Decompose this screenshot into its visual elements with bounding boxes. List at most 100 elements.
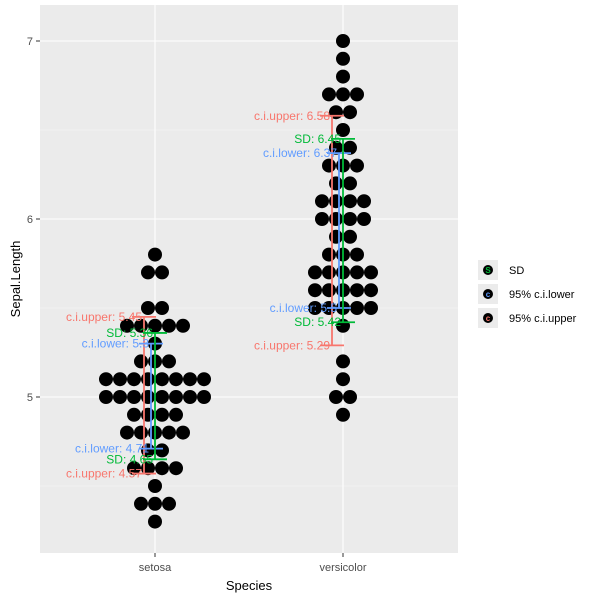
data-dot <box>343 105 357 120</box>
data-dot <box>315 212 329 226</box>
legend-label: SD <box>509 265 524 277</box>
data-dot <box>162 425 176 440</box>
data-dot <box>308 265 322 280</box>
sd-upper-label: SD: 6.45 <box>294 132 341 146</box>
data-dot <box>336 354 350 369</box>
x-axis-title: Species <box>226 578 273 593</box>
data-dot <box>308 301 322 315</box>
data-dot <box>350 283 364 298</box>
data-dot <box>148 479 162 493</box>
data-dot <box>322 247 336 262</box>
data-dot <box>134 496 148 511</box>
ci-upper-lower-label: c.i.upper: 5.29 <box>254 338 330 352</box>
data-dot <box>155 461 169 476</box>
legend-key-dot <box>483 265 493 275</box>
ci-lower-lower-label: c.i.lower: 5.5 <box>270 301 338 315</box>
data-dot <box>364 283 378 298</box>
error-bar-labels: c.i.upper: 4.57 c.i.upper: 5.45 c.i.lower:… <box>66 109 341 481</box>
data-dot <box>99 372 113 387</box>
y-tick-label: 7 <box>27 36 33 48</box>
ci-upper-upper-label: c.i.upper: 5.45 <box>66 310 142 324</box>
data-dot <box>120 425 134 440</box>
data-dot <box>322 283 336 298</box>
data-dot <box>350 247 364 262</box>
data-dot <box>127 407 141 422</box>
data-dot <box>155 372 169 387</box>
data-dot <box>148 247 162 262</box>
data-dot <box>183 390 197 404</box>
legend-label: 95% c.i.upper <box>509 313 577 325</box>
data-dot <box>148 318 162 333</box>
data-dot <box>155 390 169 404</box>
data-dot <box>364 265 378 280</box>
data-dot <box>113 372 127 387</box>
data-dot <box>364 301 378 315</box>
data-dot <box>155 301 169 315</box>
axes: 5 6 7 setosa versicolor <box>27 36 367 574</box>
data-dot <box>336 407 350 422</box>
data-dot <box>336 87 350 102</box>
data-dot <box>343 212 357 226</box>
data-dot <box>176 318 190 333</box>
sd-upper-label: SD: 5.36 <box>106 326 153 340</box>
data-dot <box>162 354 176 369</box>
ci-upper-lower-label: c.i.upper: 4.57 <box>66 467 142 481</box>
data-dot <box>336 69 350 84</box>
data-dot <box>162 496 176 511</box>
data-dot <box>120 318 134 333</box>
data-dot <box>343 229 357 244</box>
ci-lower-upper-label: c.i.lower: 5.3 <box>82 337 150 351</box>
data-dot <box>141 301 155 315</box>
x-tick-label: setosa <box>139 562 172 574</box>
data-dot <box>343 176 357 191</box>
plot-panel <box>40 5 458 553</box>
data-dot <box>350 87 364 102</box>
error-bars <box>132 114 355 475</box>
data-dot <box>155 265 169 280</box>
ci-upper-upper-label: c.i.upper: 6.58 <box>254 109 330 123</box>
legend-key-dot <box>483 289 493 299</box>
legend: S SD c 95% c.i.lower c 95% c.i.upper <box>478 260 577 328</box>
data-dot <box>148 514 162 529</box>
y-tick-label: 6 <box>27 214 33 226</box>
data-dot <box>315 194 329 209</box>
data-dot <box>350 301 364 315</box>
data-dot <box>197 372 211 387</box>
data-dot <box>176 425 190 440</box>
data-dot <box>343 390 357 404</box>
data-dot <box>322 265 336 280</box>
data-dot <box>162 318 176 333</box>
legend-key-letter: c <box>486 290 491 299</box>
data-dot <box>148 496 162 511</box>
data-dot <box>308 283 322 298</box>
legend-label: 95% c.i.lower <box>509 289 575 301</box>
data-dot <box>169 372 183 387</box>
data-dot <box>336 123 350 137</box>
data-dot <box>113 390 127 404</box>
data-dot <box>197 390 211 404</box>
ci-lower-lower-label: c.i.lower: 4.71 <box>75 442 149 456</box>
ci-lower-upper-label: c.i.lower: 6.37 <box>263 146 337 160</box>
data-dot <box>169 390 183 404</box>
data-dot <box>357 212 371 226</box>
data-dot <box>127 372 141 387</box>
data-dot <box>350 158 364 173</box>
sd-lower-label: SD: 4.65 <box>106 452 153 466</box>
data-dot <box>169 407 183 422</box>
data-dot <box>343 140 357 155</box>
data-dot <box>322 158 336 173</box>
y-axis-title: Sepal.Length <box>8 241 23 318</box>
data-dot <box>141 265 155 280</box>
data-dot <box>134 425 148 440</box>
data-dot <box>127 390 141 404</box>
data-dot <box>336 51 350 66</box>
data-dot <box>127 461 141 476</box>
data-dot <box>343 194 357 209</box>
legend-key-letter: S <box>485 266 491 275</box>
data-dot <box>169 461 183 476</box>
data-dot <box>350 265 364 280</box>
legend-key-letter: c <box>486 314 491 323</box>
x-tick-label: versicolor <box>319 562 366 574</box>
data-dot <box>183 372 197 387</box>
